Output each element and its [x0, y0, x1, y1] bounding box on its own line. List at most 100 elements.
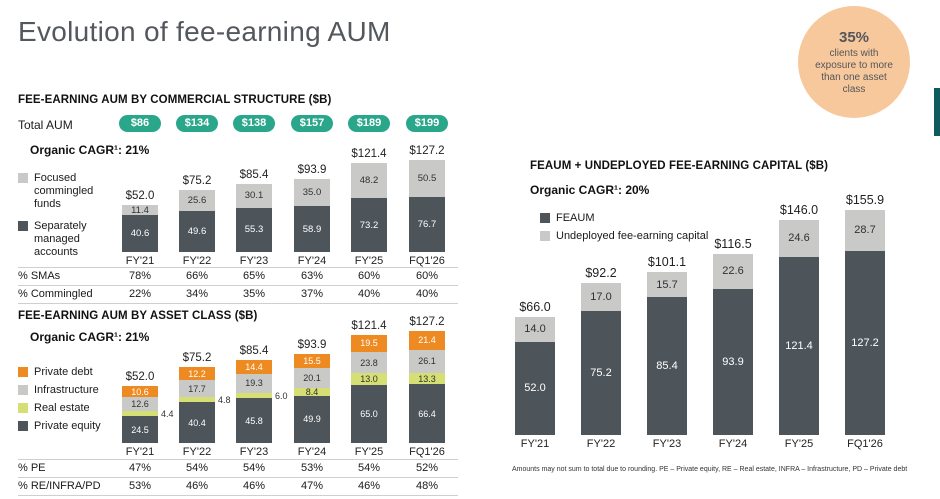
stacked-bar: 15.5 20.1 8.4 49.9: [294, 353, 330, 443]
bar-column: $155.9 28.7 127.2: [835, 193, 895, 435]
bar-segment: 30.1: [236, 183, 272, 208]
table-row: % RE/INFRA/PD 53% 46% 46% 47% 46% 48%: [18, 478, 458, 496]
bar-segment: 49.6: [179, 211, 215, 252]
highlight-text: clients with exposure to more than one a…: [815, 47, 893, 95]
bar-column: $127.2 50.5 76.7: [399, 145, 455, 252]
total-aum-pill: $138: [233, 115, 275, 132]
bar-total-label: $155.9: [845, 192, 885, 207]
bar-segment: 55.3: [236, 207, 272, 252]
row-value: 34%: [185, 288, 209, 300]
row-value: 47%: [300, 480, 324, 492]
row-value: 46%: [357, 480, 381, 492]
row-value: 65%: [242, 270, 266, 282]
section-header-commercial-structure: FEE-EARNING AUM BY COMMERCIAL STRUCTURE …: [18, 94, 332, 106]
row-value: 40%: [357, 288, 381, 300]
bar-total-label: $93.9: [297, 338, 327, 351]
legend-item: Real estate: [18, 402, 101, 415]
legend-label: Separately managed accounts: [34, 220, 87, 258]
bar-total-label: $116.5: [714, 236, 752, 251]
bar-segment: 73.2: [351, 198, 387, 252]
row-value: 53%: [300, 462, 324, 474]
bar-segment: 28.7: [845, 209, 885, 252]
bar-total-label: $52.0: [125, 189, 155, 202]
row-value: 37%: [300, 288, 324, 300]
chart-asset-class: $52.0 10.6 12.6 24.5 4.4 FY'21 $75.2 12.2 17.7 40…: [100, 316, 460, 458]
chart-feaum: $66.0 14.0 52.0 FY'21 $92.2 17.0 75.2 FY'22 $101…: [505, 193, 895, 450]
bar-segment-label-outside: 6.0: [275, 390, 288, 401]
legend-commercial-structure: Focused commingled funds Separately manag…: [18, 172, 110, 268]
axis-label: FY'23: [652, 438, 682, 450]
bar-segment: 12.6: [122, 397, 158, 412]
row-value: 54%: [242, 462, 266, 474]
bar-column: $75.2 12.2 17.7 40.4 4.8: [169, 330, 231, 443]
stacked-bar: 10.6 12.6 24.5: [122, 385, 158, 444]
bar-segment: 121.4: [779, 256, 819, 435]
row-value: 47%: [128, 462, 152, 474]
bar-segment: 13.3: [409, 372, 445, 385]
axis-label: FY'22: [182, 255, 212, 267]
bar-segment: 26.1: [409, 349, 445, 373]
stacked-bar: 50.5 76.7: [409, 159, 445, 252]
highlight-value: 35%: [838, 28, 870, 46]
legend-item: FEAUM: [540, 212, 708, 225]
axis-label: FY'21: [520, 438, 550, 450]
legend-feaum: FEAUM Undeployed fee-earning capital: [540, 212, 708, 248]
bar-segment: 75.2: [581, 311, 621, 435]
bar-total-label: $121.4: [351, 148, 387, 161]
stacked-bar: 35.0 58.9: [294, 178, 330, 252]
row-label: % RE/INFRA/PD: [18, 480, 101, 492]
axis-label: FY'23: [239, 255, 269, 267]
stacked-bar: 25.6 49.6: [179, 189, 215, 252]
bar-segment: 58.9: [294, 206, 330, 252]
bar-column: $116.5 22.6 93.9: [703, 205, 763, 435]
bar-segment: 65.0: [351, 384, 387, 443]
bar-total-label: $85.4: [239, 344, 269, 357]
legend-swatch: [18, 421, 28, 431]
row-value: 54%: [185, 462, 209, 474]
bar-segment: [179, 397, 215, 403]
row-value: 63%: [300, 270, 324, 282]
stacked-bar: 15.7 85.4: [647, 272, 687, 435]
bar-segment: 66.4: [409, 384, 445, 443]
row-label: % PE: [18, 462, 46, 474]
legend-label: Focused commingled funds: [34, 172, 94, 210]
row-value: 40%: [415, 288, 439, 300]
legend-item: Focused commingled funds: [18, 172, 110, 211]
bar-segment: 85.4: [647, 297, 687, 435]
total-aum-pill: $157: [291, 115, 333, 132]
legend-swatch: [18, 173, 28, 183]
stacked-bar: 14.0 52.0: [515, 316, 555, 435]
legend-item: Separately managed accounts: [18, 220, 110, 259]
row-value: 46%: [185, 480, 209, 492]
total-aum-label: Total AUM: [18, 118, 73, 132]
legend-swatch: [18, 221, 28, 231]
legend-swatch: [18, 367, 28, 377]
stacked-bar: 11.4 40.6: [122, 205, 158, 252]
bar-segment: 17.7: [179, 379, 215, 398]
bar-segment: 25.6: [179, 189, 215, 212]
bar-segment: 52.0: [515, 341, 555, 435]
bar-column: $93.9 15.5 20.1 8.4 49.9: [284, 330, 340, 443]
bar-segment: 22.6: [713, 253, 753, 289]
row-value: 35%: [242, 288, 266, 300]
page-title: Evolution of fee-earning AUM: [18, 16, 391, 47]
bar-total-label: $66.0: [519, 299, 551, 314]
stacked-bar: 22.6 93.9: [713, 253, 753, 435]
axis-label: FY'25: [354, 446, 384, 458]
footnote: Amounts may not sum to total due to roun…: [512, 466, 908, 473]
bar-column: $146.0 24.6 121.4: [769, 203, 829, 435]
legend-label: Private debt: [34, 366, 93, 378]
total-aum-pill: $189: [348, 115, 390, 132]
legend-label: Private equity: [34, 420, 101, 432]
axis-label: FY'24: [297, 255, 327, 267]
legend-swatch: [540, 231, 550, 241]
row-value: 46%: [242, 480, 266, 492]
stacked-bar: 28.7 127.2: [845, 209, 885, 435]
stacked-bar: 30.1 55.3: [236, 183, 272, 252]
stacked-bar: 24.6 121.4: [779, 220, 819, 435]
legend-label: Real estate: [34, 402, 90, 414]
stacked-bar: 14.4 19.3 45.8: [236, 359, 272, 444]
bar-column: $127.2 21.4 26.1 13.3 66.4: [399, 316, 455, 443]
bar-segment: [122, 411, 158, 417]
